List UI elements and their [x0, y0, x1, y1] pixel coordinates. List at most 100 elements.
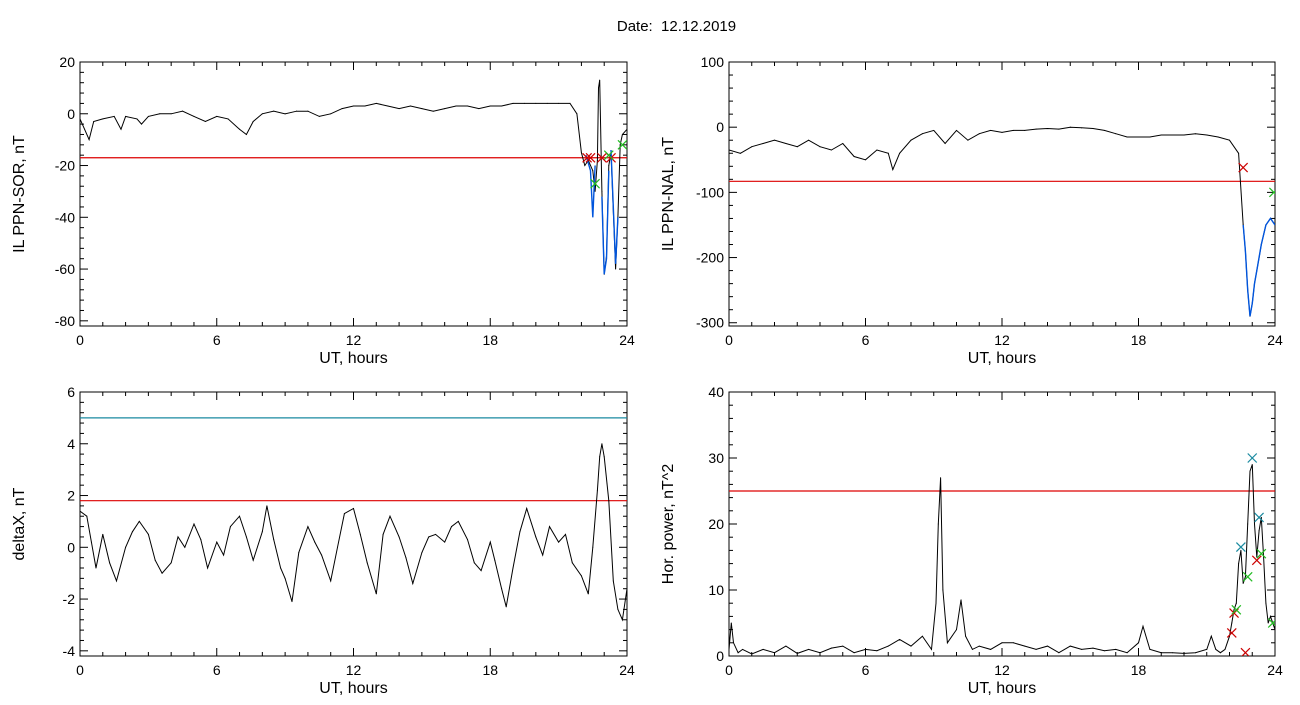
data-point [580, 575, 582, 577]
data-point [796, 652, 798, 654]
data-point [1024, 645, 1026, 647]
data-point [558, 102, 560, 104]
data-point [921, 635, 923, 637]
data-point [382, 533, 384, 535]
data-point [1001, 131, 1003, 133]
highlight-segment [585, 155, 596, 218]
data-point [584, 165, 586, 167]
data-point [762, 142, 764, 144]
data-point [444, 541, 446, 543]
data-point [405, 557, 407, 559]
data-point [1001, 642, 1003, 644]
data-point [580, 152, 582, 154]
data-point [1206, 134, 1208, 136]
data-point [227, 118, 229, 120]
data-point [626, 588, 627, 590]
event-marker [1226, 627, 1237, 638]
data-point [80, 510, 81, 512]
data-point [596, 489, 598, 491]
data-point [1012, 129, 1014, 131]
data-point [1183, 134, 1185, 136]
data-point [125, 546, 127, 548]
y-tick-label: -40 [55, 209, 75, 225]
x-tick-label: 18 [1131, 332, 1147, 348]
data-point [216, 115, 218, 117]
data-point [451, 526, 453, 528]
plot-frame [728, 61, 1276, 327]
data-point [1126, 136, 1128, 138]
data-point [501, 588, 503, 590]
data-point [1024, 129, 1026, 131]
data-point [1235, 602, 1237, 604]
data-point [730, 622, 732, 624]
data-point [830, 647, 832, 649]
data-point [935, 602, 937, 604]
data-point [1138, 642, 1139, 644]
data-point [147, 533, 149, 535]
x-tick-label: 12 [994, 332, 1010, 348]
data-point [774, 139, 775, 141]
data-point [1240, 549, 1242, 551]
data-point [1172, 134, 1174, 136]
data-point [887, 152, 889, 154]
x-tick-label: 0 [725, 332, 733, 348]
data-point [1058, 128, 1060, 130]
data-point [956, 129, 957, 131]
data-point [1047, 645, 1048, 647]
data-point [523, 102, 525, 104]
data-point [944, 142, 946, 144]
data-point [432, 110, 434, 112]
data-point [990, 129, 992, 131]
event-marker [617, 139, 627, 150]
data-point [733, 642, 735, 644]
x-tick-label: 0 [76, 662, 84, 678]
plot-frame [728, 391, 1276, 657]
data-point [398, 108, 400, 110]
data-point [1244, 576, 1246, 578]
data-point [318, 115, 320, 117]
data-point [1012, 642, 1014, 644]
data-point [742, 648, 744, 650]
data-point [956, 629, 957, 631]
data-point [90, 541, 92, 543]
data-point [819, 146, 821, 148]
data-point [239, 515, 241, 517]
data-point [284, 113, 286, 115]
y-tick-label: 0 [67, 539, 75, 555]
data-point [330, 580, 332, 582]
data-point [899, 639, 901, 640]
y-tick-label: 30 [708, 450, 724, 466]
data-point [965, 635, 967, 637]
data-point [120, 128, 122, 130]
data-point [125, 115, 127, 117]
data-point [1069, 126, 1071, 128]
data-point [1210, 635, 1212, 637]
data-point [273, 539, 275, 541]
data-point [1035, 128, 1037, 130]
data-point [314, 541, 316, 543]
event-marker [1231, 604, 1242, 615]
x-tick-label: 18 [482, 332, 498, 348]
event-marker [1254, 512, 1264, 523]
data-point [876, 149, 878, 151]
data-point [617, 608, 619, 610]
data-point [1260, 516, 1262, 518]
data-point [978, 645, 980, 647]
event-marker [1242, 571, 1253, 582]
data-point [601, 443, 603, 445]
data-point [1274, 629, 1275, 631]
y-tick-label: -2 [63, 591, 76, 607]
data-point [457, 520, 459, 522]
data-point [330, 113, 332, 115]
data-point [892, 169, 894, 171]
data-point [796, 146, 798, 148]
data-point [1269, 615, 1271, 617]
data-point [512, 567, 514, 569]
data-point [341, 108, 343, 110]
data-point [480, 570, 482, 572]
data-point [978, 133, 980, 135]
data-point [466, 105, 468, 107]
data-point [1249, 470, 1251, 472]
panel-ppn-sor: 0 6 12 18 24 -80 -60 -40 -20 0 20 UT, hours IL PPN-S… [11, 54, 635, 367]
